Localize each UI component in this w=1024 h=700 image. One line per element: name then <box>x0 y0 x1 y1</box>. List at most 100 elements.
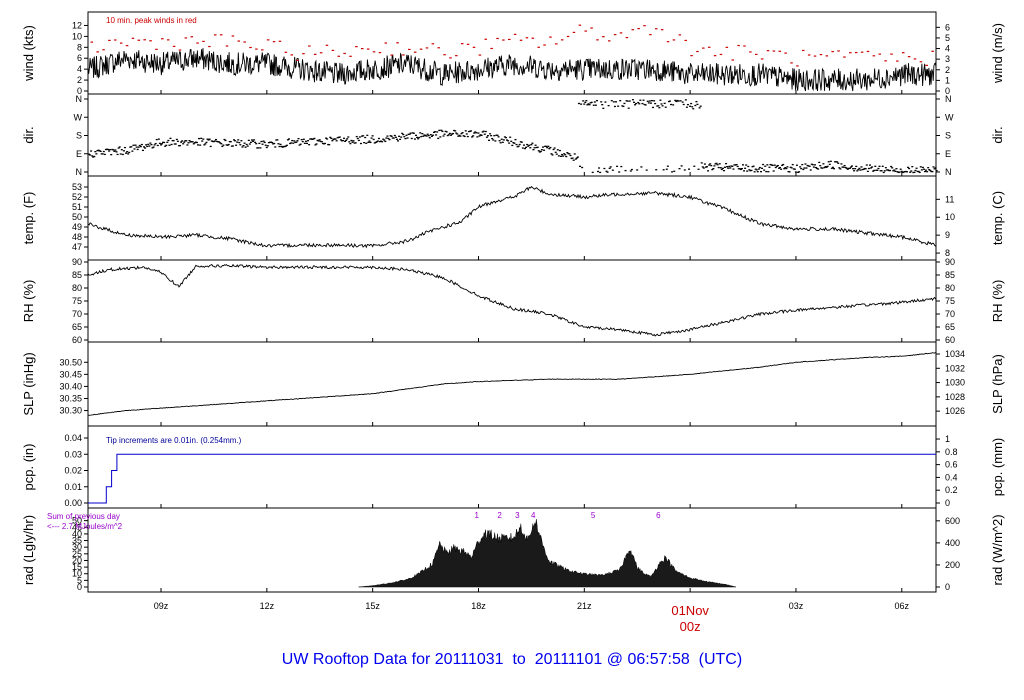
wind-peak-mark <box>302 53 305 55</box>
wind-dir-point <box>743 170 746 172</box>
wind-dir-point <box>676 99 679 102</box>
wind-dir-point <box>867 167 870 170</box>
wind-dir-point <box>892 170 895 172</box>
wind-dir-point <box>781 164 784 167</box>
wind-dir-point <box>559 155 562 157</box>
wind-dir-point <box>371 135 374 137</box>
wind-dir-point <box>804 163 807 165</box>
wind-dir-point <box>519 141 522 143</box>
wind-dir-point <box>934 167 937 169</box>
wind-dir-point <box>636 169 639 171</box>
wind-dir-point <box>581 166 584 169</box>
rh-ylabel-left: RH (%) <box>21 280 36 323</box>
wind-dir-point <box>606 171 609 173</box>
wind-dir-point <box>272 143 275 145</box>
wind-dir-point <box>621 105 624 107</box>
wind-dir-point <box>683 169 686 171</box>
footer-start-date: 20111031 <box>434 651 504 668</box>
wind-peak-mark <box>384 42 388 44</box>
wind-dir-point <box>773 164 776 166</box>
wind-dir-point <box>432 131 435 133</box>
x-tick-label: 06z <box>895 601 910 611</box>
wind-dir-point <box>817 168 820 170</box>
panel-slp: SLP (inHg) SLP (hPa) 30.30 30.35 30.40 30.45 3… <box>21 341 1005 427</box>
wind-peak-mark <box>114 39 117 41</box>
wind-dir-point <box>190 140 193 143</box>
radiation-marker: 5 <box>591 511 596 520</box>
wind-dir-point <box>501 141 504 144</box>
wind-dir-point <box>680 165 683 167</box>
wind-dir-point <box>313 137 316 140</box>
rh-right-tick: 90 <box>945 257 955 267</box>
wind-dir-point <box>757 168 760 170</box>
wind-dir-point <box>417 138 420 140</box>
wind-dir-point <box>853 170 856 172</box>
wind-dir-point <box>122 150 125 152</box>
wind-dir-point <box>436 131 439 133</box>
wind-dir-point <box>402 133 405 136</box>
wind-dir-point <box>717 166 720 169</box>
wind-dir-point <box>903 170 906 173</box>
wind-dir-point <box>864 168 867 170</box>
rh-left-tick: 70 <box>72 309 82 319</box>
wind-dir-point <box>826 165 829 167</box>
wind-peak-mark <box>219 34 223 36</box>
wind-dir-point <box>283 145 286 148</box>
wind-dir-point <box>930 170 933 173</box>
wind-dir-point <box>393 134 396 137</box>
wind-dir-point <box>248 143 251 145</box>
wind-dir-point <box>671 171 674 173</box>
wind-dir-point <box>689 105 692 107</box>
wind-peak-mark <box>449 57 452 59</box>
wind-dir-point <box>220 143 223 145</box>
wind-dir-point <box>761 167 764 169</box>
wind-dir-point <box>390 135 393 137</box>
wind-dir-point <box>849 166 852 168</box>
wind-dir-point <box>787 170 790 173</box>
pcp-right-tick: 1 <box>945 434 950 444</box>
wind-dir-point <box>479 134 482 136</box>
wind-dir-point <box>908 167 911 170</box>
wind-dir-point <box>597 170 600 173</box>
wind-peak-mark <box>102 49 105 51</box>
wind-dir-point <box>531 142 534 144</box>
wind-dir-point <box>583 103 586 105</box>
wind-right-tick: 6 <box>945 22 950 32</box>
wind-dir-point <box>445 131 448 133</box>
wind-dir-point <box>563 153 566 155</box>
wind-dir-point <box>835 161 838 163</box>
wind-peak-mark <box>131 37 135 39</box>
rad-right-tick: 400 <box>945 538 960 548</box>
wind-dir-point <box>916 170 919 173</box>
wind-dir-point <box>317 140 320 142</box>
wind-dir-point <box>572 159 575 161</box>
wind-dir-point <box>512 141 515 144</box>
panel-rad: rad (Lgly/hr) rad (W/m^2)0510152025303540… <box>21 507 1005 593</box>
wind-dir-point <box>681 101 684 103</box>
wind-dir-point <box>639 99 642 101</box>
wind-dir-point <box>325 137 328 139</box>
wind-peak-mark <box>431 43 435 45</box>
wind-dir-point <box>882 171 885 174</box>
wind-dir-point <box>588 104 591 106</box>
wind-dir-point <box>401 132 404 135</box>
wind-dir-point <box>876 169 879 171</box>
wind-dir-point <box>147 143 150 146</box>
rh-right-tick: 75 <box>945 296 955 306</box>
wind-dir-point <box>615 101 618 103</box>
wind-dir-point <box>386 135 389 137</box>
wind-dir-point <box>331 140 334 142</box>
wind-dir-point <box>277 143 280 145</box>
wind-dir-point <box>656 105 659 107</box>
wind-dir-point <box>623 102 626 105</box>
wind-left-tick: 0 <box>77 86 82 96</box>
wind-dir-point <box>509 136 512 138</box>
wind-dir-point <box>298 144 301 146</box>
wind-dir-point <box>666 165 669 167</box>
wind-dir-point <box>156 144 159 147</box>
wind-dir-point <box>236 141 239 143</box>
wind-dir-point <box>907 166 910 169</box>
temp-line <box>87 185 936 249</box>
wind-dir-point <box>744 167 747 169</box>
wind-dir-point <box>856 170 859 172</box>
